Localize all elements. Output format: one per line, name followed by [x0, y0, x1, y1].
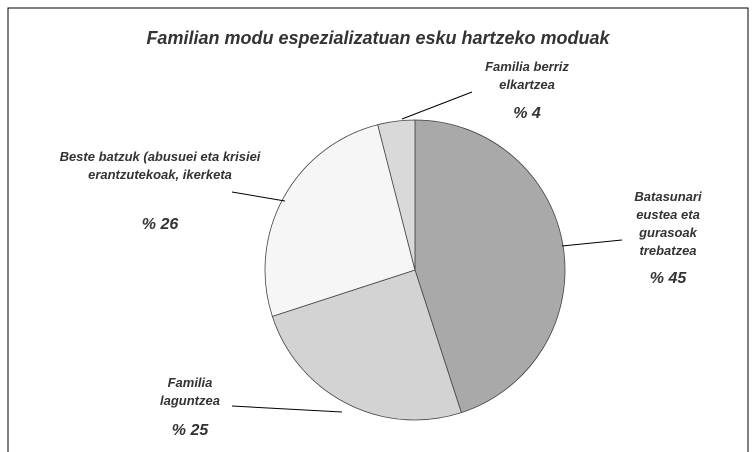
leader-line: [561, 239, 623, 247]
value-label: % 45: [649, 270, 687, 287]
frame: [7, 7, 749, 452]
value-label: % 25: [171, 422, 209, 439]
leader-line: [231, 405, 343, 413]
value-label: % 26: [141, 216, 179, 233]
pie-slice: [414, 119, 566, 414]
value-label: % 4: [513, 105, 541, 122]
leader-line: [231, 191, 286, 202]
slice-label: Beste batzuk (abusuei eta krisiei erantz…: [59, 149, 261, 182]
slice-label: Batasunari eustea eta gurasoak trebatzea: [634, 189, 702, 258]
slice-label: Familia laguntzea: [160, 375, 220, 408]
leader-line: [401, 91, 473, 120]
slice-label: Familia berriz elkartzea: [485, 59, 569, 92]
pie-slice: [271, 269, 462, 421]
pie-slice: [264, 124, 416, 317]
chart-title: Familian modu espezializatuan esku hartz…: [146, 28, 610, 48]
pie-slice: [377, 119, 416, 271]
